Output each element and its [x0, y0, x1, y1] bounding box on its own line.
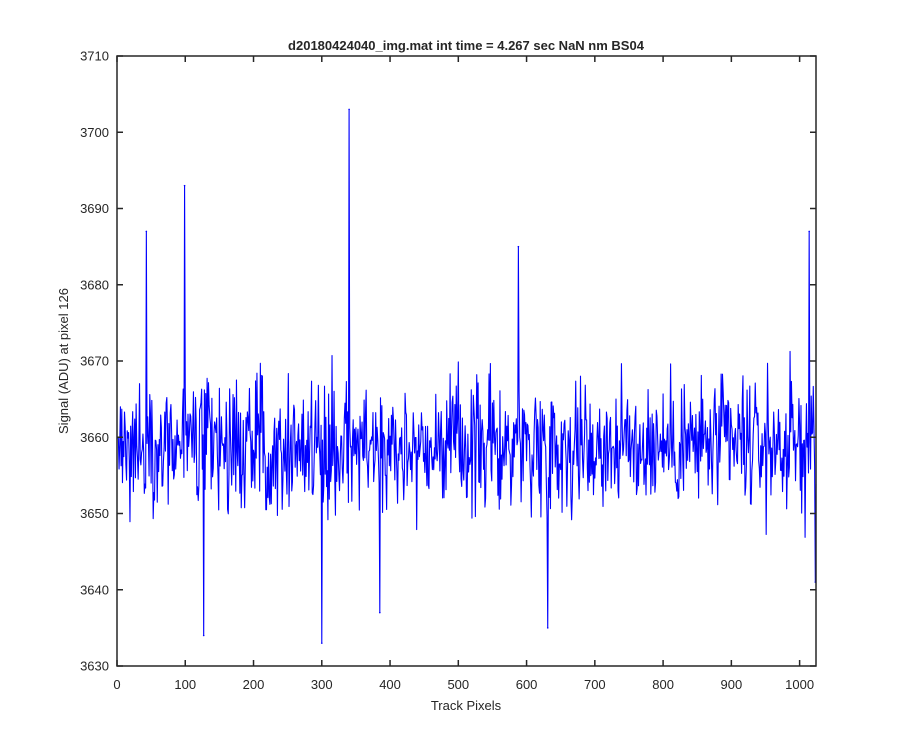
- y-tick-label: 3640: [80, 582, 109, 597]
- y-axis-label: Signal (ADU) at pixel 126: [56, 288, 71, 434]
- series-point: [379, 611, 381, 614]
- x-tick-label: 200: [243, 677, 265, 692]
- series-point: [183, 184, 186, 187]
- y-tick-label: 3700: [80, 125, 109, 140]
- series-point: [517, 245, 520, 248]
- x-tick-label: 600: [516, 677, 538, 692]
- x-tick-label: 300: [311, 677, 333, 692]
- series-point: [145, 230, 148, 233]
- y-tick-label: 3650: [80, 506, 109, 521]
- y-tick-label: 3680: [80, 277, 109, 292]
- x-tick-label: 1000: [785, 677, 814, 692]
- x-tick-label: 900: [721, 677, 743, 692]
- series-point: [348, 108, 350, 111]
- x-tick-label: 800: [652, 677, 674, 692]
- series-line: [117, 108, 817, 644]
- x-tick-label: 400: [379, 677, 401, 692]
- y-tick-label: 3690: [80, 201, 109, 216]
- series-point: [546, 627, 549, 629]
- series-point: [202, 634, 205, 637]
- y-tick-label: 3630: [80, 659, 109, 674]
- series-point: [808, 230, 810, 233]
- x-tick-label: 500: [447, 677, 469, 692]
- y-tick-label: 3660: [80, 430, 109, 445]
- series-point: [320, 642, 323, 644]
- axes-layer: 0 100 200 300 400 500 600 700 800 900 1000 3630 3640…: [80, 49, 817, 692]
- x-tick-label: 0: [113, 677, 120, 692]
- x-tick-label: 700: [584, 677, 606, 692]
- x-tick-label: 100: [174, 677, 196, 692]
- y-tick-label: 3670: [80, 354, 109, 369]
- x-axis-label: Track Pixels: [431, 698, 502, 713]
- plot-area: [117, 56, 816, 666]
- chart-title: d20180424040_img.mat int time = 4.267 se…: [288, 38, 645, 53]
- y-tick-label: 3710: [80, 49, 109, 64]
- series-layer: [116, 108, 817, 644]
